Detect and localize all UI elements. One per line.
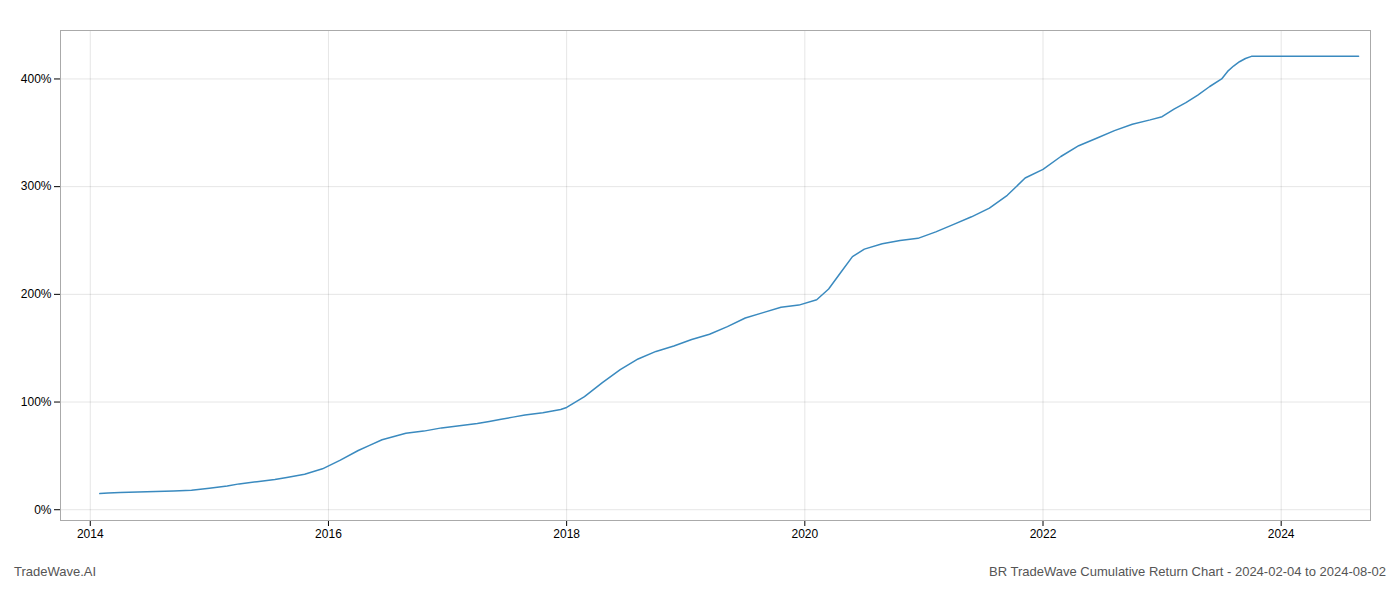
svg-text:100%: 100% (21, 395, 52, 409)
svg-text:2018: 2018 (553, 527, 580, 541)
svg-text:2022: 2022 (1030, 527, 1057, 541)
svg-text:2024: 2024 (1268, 527, 1295, 541)
svg-text:2014: 2014 (77, 527, 104, 541)
html-text:BR TradeWave Cumulative Return: BR TradeWave Cumulative Return Chart - 2… (989, 564, 1386, 579)
svg-text:200%: 200% (21, 287, 52, 301)
svg-text:2020: 2020 (791, 527, 818, 541)
svg-text:0%: 0% (34, 503, 52, 517)
html-text:TradeWave.AI: TradeWave.AI (14, 564, 97, 579)
svg-text:400%: 400% (21, 72, 52, 86)
svg-text:2016: 2016 (315, 527, 342, 541)
svg-text:300%: 300% (21, 179, 52, 193)
